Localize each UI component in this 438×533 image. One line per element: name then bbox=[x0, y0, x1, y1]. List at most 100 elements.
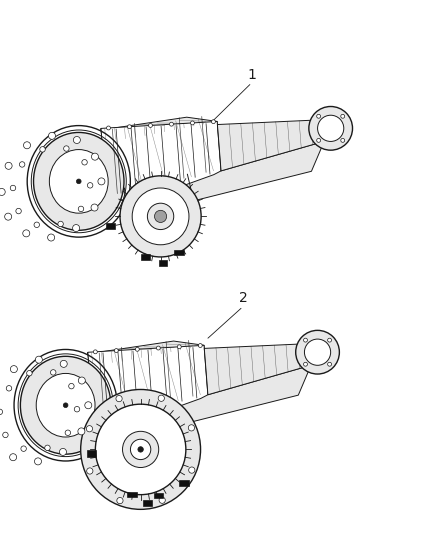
Text: 2: 2 bbox=[239, 292, 247, 305]
Ellipse shape bbox=[6, 385, 12, 391]
Ellipse shape bbox=[73, 224, 80, 231]
Ellipse shape bbox=[36, 374, 95, 437]
Polygon shape bbox=[88, 345, 208, 427]
Ellipse shape bbox=[135, 348, 139, 351]
Ellipse shape bbox=[86, 426, 92, 432]
FancyBboxPatch shape bbox=[143, 500, 152, 506]
Ellipse shape bbox=[188, 425, 194, 431]
Polygon shape bbox=[101, 122, 221, 203]
Ellipse shape bbox=[155, 211, 166, 222]
Ellipse shape bbox=[10, 185, 16, 191]
Ellipse shape bbox=[0, 409, 3, 415]
FancyBboxPatch shape bbox=[159, 261, 167, 266]
Ellipse shape bbox=[82, 159, 87, 165]
Ellipse shape bbox=[49, 150, 108, 213]
Ellipse shape bbox=[191, 121, 194, 125]
Ellipse shape bbox=[24, 142, 31, 149]
Ellipse shape bbox=[40, 147, 45, 152]
Ellipse shape bbox=[78, 377, 85, 384]
Ellipse shape bbox=[148, 203, 174, 230]
Ellipse shape bbox=[304, 338, 307, 342]
Ellipse shape bbox=[10, 454, 17, 461]
Polygon shape bbox=[330, 115, 348, 140]
Ellipse shape bbox=[45, 445, 50, 450]
Polygon shape bbox=[317, 339, 335, 364]
Polygon shape bbox=[88, 341, 205, 363]
Ellipse shape bbox=[328, 362, 332, 366]
Ellipse shape bbox=[58, 221, 64, 227]
Ellipse shape bbox=[106, 126, 110, 130]
Ellipse shape bbox=[212, 120, 215, 124]
Ellipse shape bbox=[34, 222, 39, 228]
Ellipse shape bbox=[120, 176, 201, 257]
Ellipse shape bbox=[60, 360, 67, 367]
Ellipse shape bbox=[34, 132, 124, 230]
FancyBboxPatch shape bbox=[174, 250, 184, 255]
Ellipse shape bbox=[78, 428, 85, 435]
FancyBboxPatch shape bbox=[154, 493, 163, 498]
Ellipse shape bbox=[116, 395, 122, 402]
Ellipse shape bbox=[81, 390, 201, 510]
Ellipse shape bbox=[50, 370, 56, 375]
Ellipse shape bbox=[78, 206, 84, 212]
Ellipse shape bbox=[3, 432, 8, 438]
Ellipse shape bbox=[177, 345, 181, 349]
Polygon shape bbox=[101, 117, 218, 139]
Polygon shape bbox=[120, 365, 311, 430]
Ellipse shape bbox=[21, 446, 26, 451]
Ellipse shape bbox=[16, 208, 21, 214]
Polygon shape bbox=[217, 120, 324, 171]
Ellipse shape bbox=[198, 344, 202, 348]
Ellipse shape bbox=[73, 136, 80, 143]
FancyBboxPatch shape bbox=[87, 450, 96, 457]
Ellipse shape bbox=[341, 139, 345, 142]
Ellipse shape bbox=[93, 350, 97, 354]
Ellipse shape bbox=[318, 115, 344, 141]
Ellipse shape bbox=[170, 122, 173, 126]
Ellipse shape bbox=[127, 125, 131, 128]
Ellipse shape bbox=[341, 115, 345, 118]
Ellipse shape bbox=[27, 370, 32, 376]
Ellipse shape bbox=[35, 458, 42, 465]
Ellipse shape bbox=[49, 132, 56, 139]
Ellipse shape bbox=[5, 163, 12, 169]
Ellipse shape bbox=[76, 179, 81, 184]
Text: 1: 1 bbox=[247, 68, 256, 82]
Ellipse shape bbox=[19, 161, 25, 167]
Ellipse shape bbox=[296, 330, 339, 374]
Ellipse shape bbox=[123, 431, 159, 467]
Ellipse shape bbox=[91, 204, 98, 211]
Ellipse shape bbox=[35, 356, 42, 363]
Ellipse shape bbox=[64, 146, 69, 151]
Ellipse shape bbox=[85, 402, 92, 409]
Ellipse shape bbox=[189, 467, 195, 473]
Ellipse shape bbox=[5, 213, 12, 220]
Ellipse shape bbox=[304, 362, 307, 366]
Ellipse shape bbox=[87, 468, 93, 474]
Ellipse shape bbox=[69, 383, 74, 389]
Ellipse shape bbox=[74, 407, 80, 412]
Ellipse shape bbox=[317, 139, 321, 142]
Ellipse shape bbox=[328, 338, 332, 342]
Ellipse shape bbox=[11, 366, 18, 373]
FancyBboxPatch shape bbox=[106, 223, 115, 229]
Ellipse shape bbox=[317, 115, 321, 118]
Ellipse shape bbox=[304, 339, 331, 365]
Ellipse shape bbox=[92, 153, 99, 160]
Ellipse shape bbox=[65, 430, 71, 435]
Ellipse shape bbox=[158, 395, 164, 401]
Ellipse shape bbox=[114, 349, 118, 352]
Ellipse shape bbox=[132, 188, 189, 245]
FancyBboxPatch shape bbox=[141, 254, 150, 260]
Polygon shape bbox=[204, 344, 311, 395]
Ellipse shape bbox=[21, 356, 111, 454]
Ellipse shape bbox=[117, 497, 123, 504]
Ellipse shape bbox=[156, 346, 160, 350]
Ellipse shape bbox=[98, 178, 105, 185]
Ellipse shape bbox=[63, 403, 68, 408]
Ellipse shape bbox=[0, 189, 5, 196]
Ellipse shape bbox=[309, 107, 353, 150]
Ellipse shape bbox=[131, 439, 151, 459]
Ellipse shape bbox=[48, 234, 55, 241]
Ellipse shape bbox=[60, 448, 67, 455]
